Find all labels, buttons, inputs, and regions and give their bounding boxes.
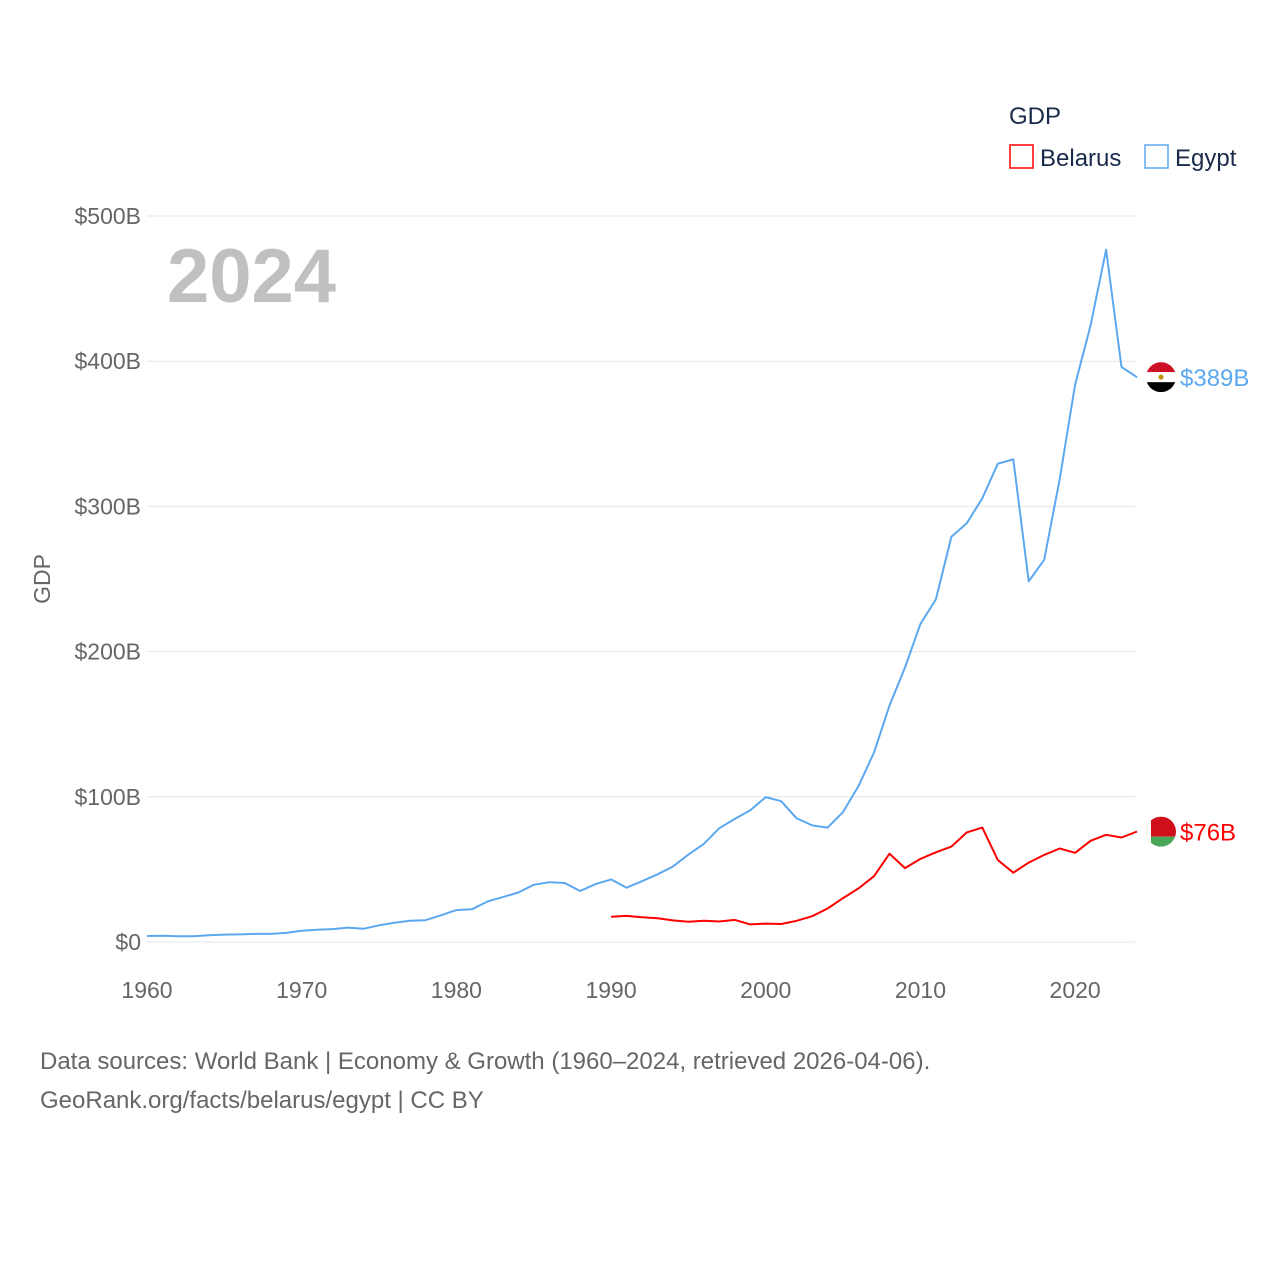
legend-label-belarus: Belarus — [1040, 145, 1121, 172]
series-line-egypt[interactable] — [146, 248, 1138, 938]
egypt-end-value: $389B — [1180, 365, 1249, 392]
legend-item-egypt[interactable]: Egypt — [1144, 144, 1237, 172]
legend: GDP Belarus Egypt — [1009, 103, 1237, 172]
x-axis-ticks: 1960 1970 1980 1990 2000 2010 2020 — [121, 977, 1100, 1003]
end-labels: $76B $389B — [1146, 362, 1249, 847]
y-tick-label: $200B — [74, 639, 141, 665]
gridlines — [147, 215, 1135, 943]
y-tick-label: $0 — [115, 929, 141, 955]
y-axis-ticks: $0 $100B $200B $300B $400B $500B — [74, 203, 141, 955]
legend-title: GDP — [1009, 103, 1061, 130]
belarus-end-value: $76B — [1180, 820, 1236, 847]
legend-swatch-egypt — [1144, 144, 1169, 169]
x-tick-label: 2020 — [1050, 977, 1101, 1003]
y-tick-label: $500B — [74, 203, 141, 229]
source-line-1: Data sources: World Bank | Economy & Gro… — [40, 1048, 930, 1075]
x-tick-label: 1990 — [585, 977, 636, 1003]
series-lines — [146, 248, 1138, 938]
year-watermark: 2024 — [167, 234, 336, 319]
y-tick-label: $300B — [74, 493, 141, 519]
y-axis-label: GDP — [29, 554, 55, 604]
y-tick-label: $400B — [74, 348, 141, 374]
source-line-2[interactable]: GeoRank.org/facts/belarus/egypt | CC BY — [40, 1087, 484, 1114]
series-line-belarus[interactable] — [611, 826, 1138, 926]
x-tick-label: 1980 — [431, 977, 482, 1003]
legend-label-egypt: Egypt — [1175, 145, 1237, 172]
egypt-flag-icon — [1146, 362, 1176, 393]
belarus-flag-icon — [1146, 816, 1176, 847]
legend-swatch-belarus — [1009, 144, 1034, 169]
x-tick-label: 2010 — [895, 977, 946, 1003]
x-tick-label: 1960 — [121, 977, 172, 1003]
y-tick-label: $100B — [74, 784, 141, 810]
legend-item-belarus[interactable]: Belarus — [1009, 144, 1121, 172]
x-tick-label: 1970 — [276, 977, 327, 1003]
x-tick-label: 2000 — [740, 977, 791, 1003]
